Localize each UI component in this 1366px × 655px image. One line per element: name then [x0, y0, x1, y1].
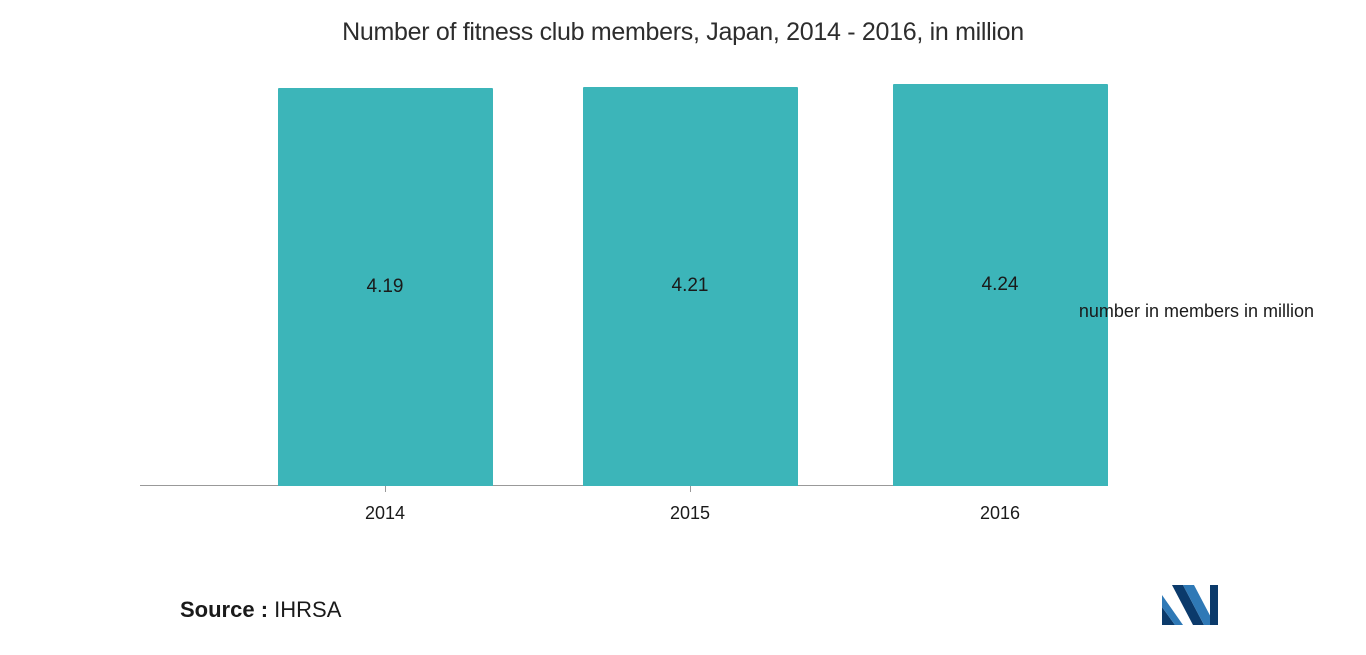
- bar-value-label: 4.19: [367, 276, 404, 298]
- x-axis-label: 2016: [980, 503, 1020, 524]
- bar: 4.19: [278, 88, 493, 486]
- bar-group: 4.19: [278, 88, 493, 486]
- source-label: Source :: [180, 597, 268, 622]
- chart-plot-area: 4.194.214.24 201420152016: [140, 78, 980, 486]
- bar-value-label: 4.21: [672, 275, 709, 297]
- chart-title: Number of fitness club members, Japan, 2…: [0, 0, 1366, 47]
- x-axis-label: 2015: [670, 503, 710, 524]
- legend: number in members in million: [1047, 300, 1314, 322]
- bar: 4.21: [583, 87, 798, 486]
- x-tick: [690, 486, 691, 492]
- bar: 4.24: [893, 84, 1108, 486]
- bar-group: 4.24: [893, 84, 1108, 486]
- brand-logo-icon: [1162, 585, 1218, 625]
- legend-swatch: [1047, 300, 1069, 322]
- bar-value-label: 4.24: [982, 274, 1019, 296]
- legend-label: number in members in million: [1079, 301, 1314, 322]
- x-axis-label: 2014: [365, 503, 405, 524]
- source-line: Source : IHRSA: [180, 597, 341, 623]
- bar-group: 4.21: [583, 87, 798, 486]
- bars-container: 4.194.214.24: [140, 78, 980, 486]
- x-tick: [385, 486, 386, 492]
- chart-container: Number of fitness club members, Japan, 2…: [0, 0, 1366, 655]
- source-value: IHRSA: [268, 597, 341, 622]
